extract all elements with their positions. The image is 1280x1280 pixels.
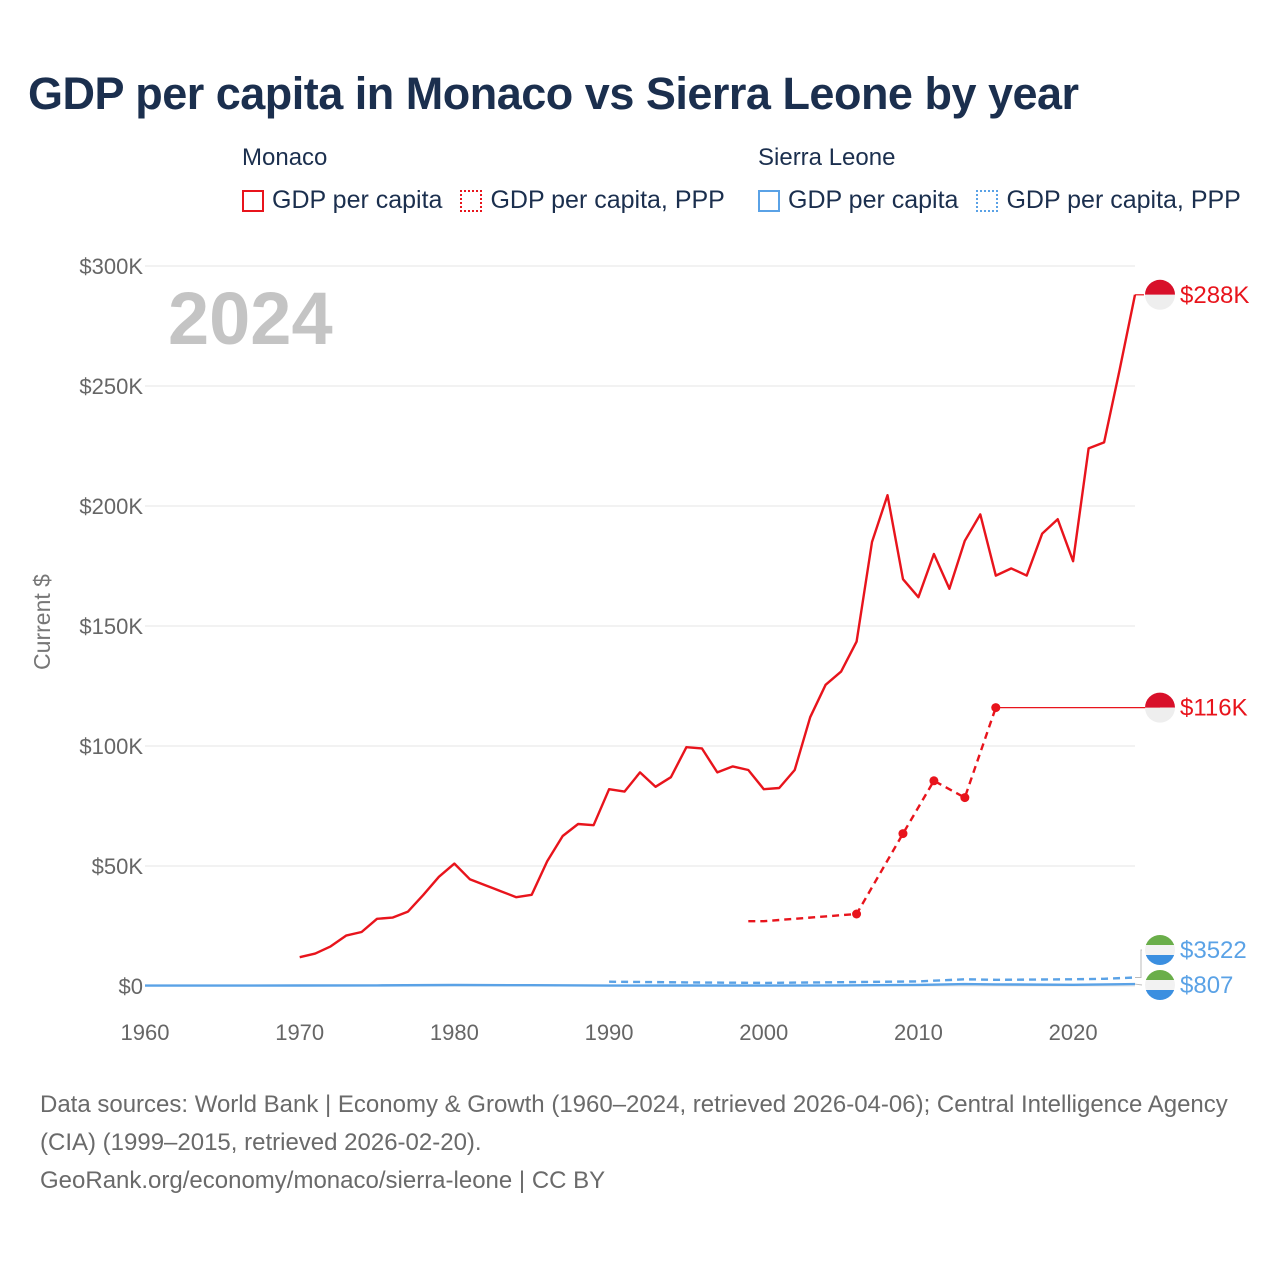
legend-country-sierra-leone: Sierra Leone [758, 144, 896, 171]
flag-white-stripe [1145, 980, 1175, 990]
flag-red-half [1145, 692, 1175, 708]
legend-swatch-solid-icon [758, 189, 780, 212]
source-text: Data sources: World Bank | Economy & Gro… [40, 1091, 1228, 1156]
monaco-flag-icon [1145, 692, 1175, 723]
y-tick-label: $250K [79, 374, 143, 399]
legend-item-monaco-ppp[interactable]: GDP per capita, PPP [460, 186, 725, 215]
legend-label: GDP per capita, PPP [1006, 186, 1241, 214]
y-tick-label: $0 [119, 974, 143, 999]
flag-red-half [1145, 279, 1175, 295]
flag-blue-stripe [1145, 955, 1175, 965]
flag-stripes [1145, 935, 1175, 965]
y-tick-label: $150K [79, 614, 143, 639]
legend-group-sierra-leone: Sierra Leone GDP per capita GDP per capi… [758, 144, 1259, 215]
x-tick-label: 1970 [275, 1020, 324, 1045]
legend-swatch-dotted-icon [976, 189, 999, 212]
x-tick-label: 2000 [739, 1020, 788, 1045]
x-tick-label: 2010 [894, 1020, 943, 1045]
end-value-label: $3522 [1180, 937, 1247, 964]
series-line-sierra-leone-gdp-per-capita [145, 982, 1136, 987]
chart-title: GDP per capita in Monaco vs Sierra Leone… [28, 68, 1079, 119]
flag-white-half [1145, 707, 1175, 723]
legend-swatch-solid-icon [242, 189, 264, 212]
x-tick-label: 1960 [121, 1020, 170, 1045]
x-tick-label: 1990 [585, 1020, 634, 1045]
x-tick-label: 2020 [1049, 1020, 1098, 1045]
sierra-leone-flag-icon [1145, 935, 1175, 965]
y-tick-label: $50K [92, 854, 144, 879]
y-axis-label: Current $ [29, 574, 55, 670]
end-value-label: $288K [1180, 282, 1249, 309]
legend-item-sierra-leone-gdp[interactable]: GDP per capita [758, 186, 958, 215]
legend-label: GDP per capita, PPP [490, 186, 725, 214]
legend-label: GDP per capita [272, 186, 443, 214]
y-tick-label: $300K [79, 254, 143, 279]
series-line-monaco-gdp-per-capita [299, 294, 1137, 959]
data-point [898, 829, 908, 839]
flag-stripes [1145, 970, 1175, 1000]
data-point [929, 776, 939, 786]
series-line-sierra-leone-gdp-per-capita-ppp [609, 976, 1136, 985]
flag-white-stripe [1145, 945, 1175, 955]
data-sources: Data sources: World Bank | Economy & Gro… [40, 1086, 1240, 1200]
legend-country-monaco: Monaco [242, 144, 328, 171]
flag-green-stripe [1145, 935, 1175, 945]
series-line-monaco-gdp-per-capita-ppp [748, 707, 997, 923]
end-value-label: $116K [1180, 695, 1248, 722]
legend-group-monaco: Monaco GDP per capita GDP per capita, PP… [242, 144, 743, 215]
end-value-label: $807 [1180, 972, 1233, 999]
source-link[interactable]: GeoRank.org/economy/monaco/sierra-leone … [40, 1167, 606, 1194]
legend-label: GDP per capita [788, 186, 959, 214]
flag-white-half [1145, 294, 1175, 310]
flag-blue-stripe [1145, 990, 1175, 1000]
label-connector [1134, 983, 1143, 986]
y-tick-label: $100K [79, 734, 143, 759]
flag-green-stripe [1145, 970, 1175, 980]
legend-item-monaco-gdp[interactable]: GDP per capita [242, 186, 442, 215]
monaco-flag-icon [1145, 279, 1175, 310]
legend-item-sierra-leone-ppp[interactable]: GDP per capita, PPP [976, 186, 1241, 215]
label-connector [1135, 949, 1142, 979]
x-tick-label: 1980 [430, 1020, 479, 1045]
y-tick-label: $200K [79, 494, 143, 519]
legend-swatch-dotted-icon [460, 189, 483, 212]
year-watermark: 2024 [168, 277, 333, 360]
data-point [960, 793, 970, 803]
sierra-leone-flag-icon [1145, 970, 1175, 1000]
data-point [852, 909, 862, 919]
